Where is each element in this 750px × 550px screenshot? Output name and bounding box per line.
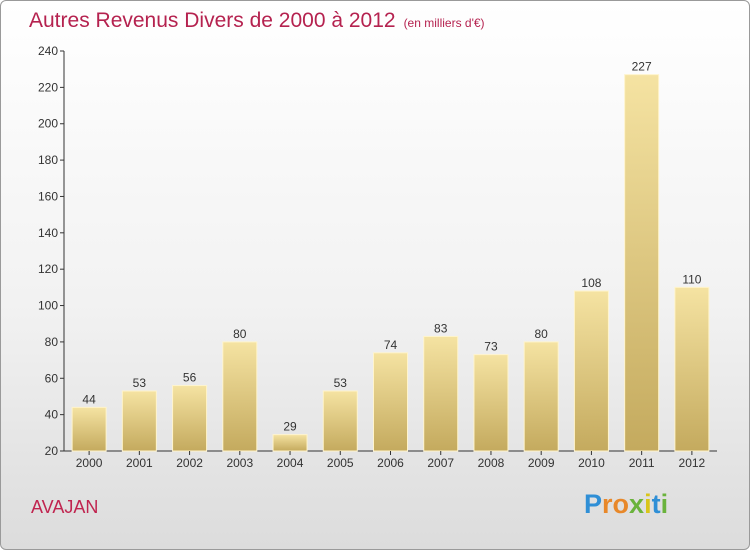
bar bbox=[423, 335, 459, 452]
x-tick-label: 2012 bbox=[679, 456, 706, 470]
bar-value-label: 80 bbox=[535, 327, 549, 341]
bar-value-label: 74 bbox=[384, 338, 398, 352]
bar bbox=[674, 286, 710, 452]
y-tick-label: 140 bbox=[38, 226, 58, 240]
y-tick-label: 180 bbox=[38, 153, 58, 167]
x-tick-label: 2011 bbox=[629, 456, 655, 470]
logo-letter: P bbox=[584, 489, 603, 519]
logo-letter: x bbox=[629, 489, 645, 519]
bar bbox=[523, 341, 559, 452]
bar bbox=[624, 74, 660, 452]
bar bbox=[222, 341, 258, 452]
x-tick-label: 2004 bbox=[277, 456, 304, 470]
bar-value-label: 80 bbox=[233, 327, 247, 341]
y-tick-label: 100 bbox=[38, 299, 58, 313]
bar-value-label: 83 bbox=[434, 321, 448, 335]
bar bbox=[473, 354, 509, 452]
bar-value-label: 110 bbox=[682, 272, 701, 286]
y-tick-label: 220 bbox=[38, 80, 58, 94]
x-tick-label: 2003 bbox=[226, 456, 253, 470]
x-tick-label: 2000 bbox=[76, 456, 103, 470]
bar bbox=[272, 434, 308, 452]
x-tick-label: 2010 bbox=[578, 456, 605, 470]
bar bbox=[121, 390, 157, 452]
x-tick-label: 2002 bbox=[176, 456, 203, 470]
bar-value-label: 53 bbox=[334, 376, 348, 390]
town-name: AVAJAN bbox=[31, 497, 99, 517]
bar-value-label: 227 bbox=[632, 60, 652, 74]
x-tick-label: 2008 bbox=[478, 456, 505, 470]
y-tick-label: 120 bbox=[38, 262, 58, 276]
x-tick-label: 2006 bbox=[377, 456, 404, 470]
bar bbox=[71, 406, 107, 452]
logo-letter: o bbox=[612, 489, 630, 519]
chart-title: Autres Revenus Divers de 2000 à 2012 (en … bbox=[29, 9, 485, 33]
bar-value-label: 29 bbox=[283, 420, 297, 434]
y-tick-label: 80 bbox=[45, 335, 59, 349]
y-tick-label: 20 bbox=[45, 444, 59, 458]
logo-letter: t bbox=[651, 489, 661, 519]
y-tick-label: 200 bbox=[38, 117, 58, 131]
x-tick-label: 2007 bbox=[427, 456, 454, 470]
bar bbox=[373, 352, 408, 452]
y-tick-label: 240 bbox=[38, 44, 58, 58]
x-tick-label: 2009 bbox=[528, 456, 555, 470]
logo-letter: i bbox=[644, 489, 652, 519]
x-tick-label: 2005 bbox=[327, 456, 354, 470]
bar bbox=[172, 385, 208, 452]
bar bbox=[573, 290, 609, 452]
bar-value-label: 56 bbox=[183, 371, 197, 385]
chart-title-text: Autres Revenus Divers de 2000 à 2012 bbox=[29, 9, 396, 32]
logo-letter: r bbox=[602, 489, 613, 519]
x-tick-label: 2001 bbox=[126, 456, 153, 470]
proxiti-logo[interactable]: Proxiti bbox=[584, 489, 668, 520]
y-tick-label: 40 bbox=[45, 408, 59, 422]
bar-value-label: 44 bbox=[82, 392, 96, 406]
bar-value-label: 73 bbox=[484, 340, 498, 354]
y-tick-label: 60 bbox=[45, 371, 59, 385]
y-tick-label: 160 bbox=[38, 189, 58, 203]
chart-unit: (en milliers d'€) bbox=[403, 16, 485, 30]
bar bbox=[322, 390, 358, 452]
logo-letter: i bbox=[660, 489, 669, 519]
bar-value-label: 108 bbox=[581, 276, 601, 290]
bar-value-label: 53 bbox=[133, 376, 147, 390]
